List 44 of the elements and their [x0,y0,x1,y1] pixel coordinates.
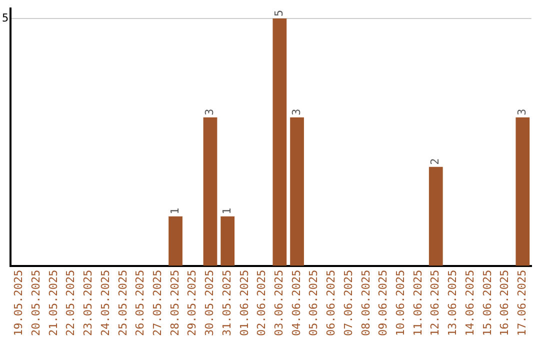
x-tick-label: 31.05.2025 [220,270,234,336]
data-label: 2 [428,158,442,165]
data-label: 1 [168,208,182,214]
x-tick-label: 07.06.2025 [342,270,355,336]
x-tick-label: 05.06.2025 [307,270,320,336]
x-tick-label: 19.05.2025 [12,270,26,336]
x-tick-label: 16.06.2025 [498,270,512,336]
x-tick-label: 06.06.2025 [324,270,338,336]
x-tick-label: 26.05.2025 [134,270,147,336]
bar [203,117,218,266]
x-tick-label: 20.05.2025 [30,270,43,336]
data-label: 3 [203,108,216,116]
x-tick-label: 11.06.2025 [411,270,424,336]
bar [428,166,443,266]
x-tick-label: 21.05.2025 [46,270,60,336]
x-tick-label: 03.06.2025 [272,270,286,336]
x-tick-label: 30.05.2025 [203,270,216,336]
x-tick-label: 12.06.2025 [428,270,442,336]
x-tick-label: 22.05.2025 [64,270,78,336]
data-label: 5 [272,10,286,16]
x-tick-label: 02.06.2025 [255,270,268,336]
data-label: 1 [220,208,234,214]
x-tick-label: 27.05.2025 [151,270,164,336]
data-label: 3 [516,108,529,116]
x-tick-label: 13.06.2025 [446,270,460,336]
x-tick-label: 09.06.2025 [376,270,390,336]
x-tick-label: 23.05.2025 [82,270,95,336]
x-tick-label: 10.06.2025 [394,270,408,336]
x-tick-label: 15.06.2025 [480,270,494,336]
bar [290,117,304,266]
x-tick-label: 25.05.2025 [116,270,130,336]
x-tick-label: 01.06.2025 [238,270,251,336]
x-tick-label: 17.06.2025 [516,270,529,336]
bar [272,18,287,266]
bar [516,117,530,266]
x-tick-label: 14.06.2025 [463,270,476,336]
x-tick-label: 29.05.2025 [186,270,199,336]
bar [168,216,182,266]
data-label: 3 [290,108,303,116]
x-tick-label: 28.05.2025 [168,270,182,336]
x-tick-label: 08.06.2025 [359,270,372,336]
bar [220,216,235,266]
x-tick-label: 04.06.2025 [290,270,303,336]
x-tick-label: 24.05.2025 [98,270,112,336]
